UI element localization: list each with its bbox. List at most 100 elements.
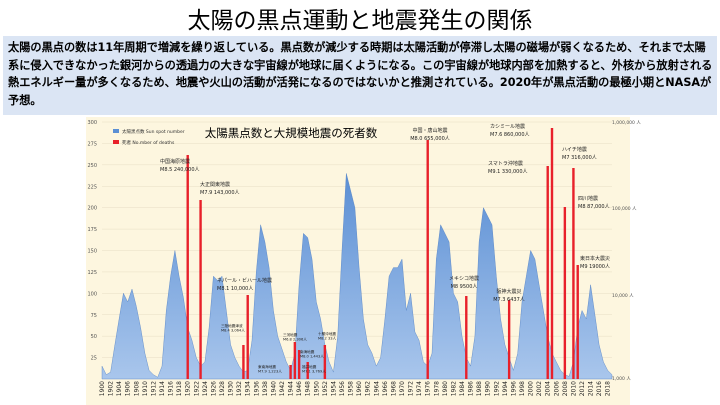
x-tick-label: 1908 xyxy=(133,381,140,396)
y-tick-label: 200 xyxy=(87,206,97,212)
x-tick-label: 1938 xyxy=(262,381,269,396)
death-bar xyxy=(293,342,297,379)
death-bars xyxy=(186,128,579,379)
y-tick-label: 50 xyxy=(91,334,97,340)
x-tick-label: 1998 xyxy=(519,381,526,396)
x-tick-label: 2016 xyxy=(596,381,603,396)
earthquake-name: ハイチ地震 xyxy=(562,146,587,153)
earthquake-name: 中国・唐山地震 xyxy=(412,127,447,134)
earthquake-detail: M8 87,000人 xyxy=(578,204,610,210)
death-bar xyxy=(186,155,189,379)
earthquake-name: 四川地震 xyxy=(578,195,598,202)
x-tick-label: 1974 xyxy=(416,381,423,396)
x-tick-label: 1978 xyxy=(433,381,440,396)
earthquake-detail: M7.3 6437人 xyxy=(493,297,525,303)
earthquake-name: 中国海原地震 xyxy=(160,158,190,165)
earthquake-name: 東日本大震災 xyxy=(580,255,610,262)
earthquake-name: メキシコ地震 xyxy=(449,275,479,282)
x-tick-label: 2000 xyxy=(528,381,535,396)
x-tick-label: 1966 xyxy=(382,381,389,396)
x-tick-label: 1940 xyxy=(270,381,277,396)
x-tick-label: 1990 xyxy=(485,381,492,396)
earthquake-detail: M7.9 143,000人 xyxy=(200,190,240,196)
x-tick-label: 1904 xyxy=(116,381,123,396)
legend-swatch-deaths xyxy=(113,140,119,144)
x-tick-label: 1984 xyxy=(459,381,466,396)
x-tick-label: 1944 xyxy=(288,381,295,396)
x-tick-label: 1946 xyxy=(296,381,303,396)
x-tick-label: 1986 xyxy=(468,381,475,396)
sunspot-area xyxy=(101,173,613,380)
x-tick-label: 1926 xyxy=(210,381,217,396)
x-tick-label: 1952 xyxy=(322,381,329,396)
death-bar xyxy=(426,140,429,379)
earthquake-detail: M8.1 10,000人 xyxy=(217,286,253,292)
x-tick-label: 1950 xyxy=(313,381,320,396)
earthquake-detail: M8.4 3,064人 xyxy=(221,328,245,333)
x-tick-label: 1970 xyxy=(399,381,406,396)
x-tick-label: 1930 xyxy=(228,381,235,396)
earthquake-name: 十勝沖地震 xyxy=(318,331,336,336)
x-tick-label: 1920 xyxy=(185,381,192,396)
y-tick-label: 275 xyxy=(87,141,97,147)
slide-title: 太陽の黒点運動と地震発生の関係 xyxy=(187,8,533,34)
legend-swatch-sunspot xyxy=(113,129,119,133)
y-right-tick-label: 1,000 人 xyxy=(612,376,631,382)
earthquake-detail: M8.0 1,443人 xyxy=(300,354,324,359)
x-tick-label: 2006 xyxy=(553,381,560,396)
earthquake-detail: M8.2 33人 xyxy=(318,336,337,341)
x-tick-label: 1918 xyxy=(176,381,183,396)
death-bar xyxy=(306,362,309,379)
x-tick-label: 1972 xyxy=(408,381,415,396)
earthquake-detail: M8.0 655,000人 xyxy=(410,136,450,142)
description-text: 太陽の黒点の数は11年周期で増減を繰り返している。黒点数が減少する時期は太陽活動… xyxy=(8,41,713,107)
chart-title: 太陽黒点数と大規模地震の死者数 xyxy=(205,126,378,140)
x-tick-label: 1964 xyxy=(373,381,380,396)
earthquake-detail: M9 19000人 xyxy=(580,264,610,270)
earthquake-name: スマトラ沖地震 xyxy=(488,160,523,167)
death-bar xyxy=(289,365,292,379)
x-tick-label: 1982 xyxy=(450,381,457,396)
x-tick-label: 1910 xyxy=(142,381,149,396)
y-tick-label: 75 xyxy=(91,313,97,319)
earthquake-detail: M9.1 330,000人 xyxy=(488,169,528,175)
x-tick-label: 2010 xyxy=(570,381,577,396)
x-tick-label: 1976 xyxy=(425,381,432,396)
x-tick-label: 1958 xyxy=(348,381,355,396)
x-tick-label: 1954 xyxy=(330,381,337,396)
x-tick-label: 1914 xyxy=(159,381,166,396)
earthquake-detail: M8 9500人 xyxy=(451,284,478,290)
death-bar xyxy=(297,350,301,379)
death-bar xyxy=(576,265,579,379)
earthquake-name: 三河地震 xyxy=(283,332,298,337)
x-tick-label: 2002 xyxy=(536,381,543,396)
earthquake-name: 阪神大震災 xyxy=(496,288,521,295)
x-tick-label: 1902 xyxy=(108,381,115,396)
earthquake-name: 三陸地震津波 xyxy=(221,323,243,328)
x-tick-label: 1906 xyxy=(125,381,132,396)
death-bar xyxy=(242,345,245,379)
y-right-tick-label: 100,000 人 xyxy=(612,206,637,212)
death-bar xyxy=(246,295,249,379)
x-tick-label: 1912 xyxy=(150,381,157,396)
y-tick-label: 150 xyxy=(87,249,97,255)
x-tick-label: 2018 xyxy=(605,381,612,396)
x-tick-label: 1956 xyxy=(339,381,346,396)
y-right-tick-label: 1,000,000 人 xyxy=(612,120,641,126)
earthquake-name: 東南海地震 xyxy=(258,364,276,369)
x-tick-label: 1936 xyxy=(253,381,260,396)
x-tick-label: 1968 xyxy=(390,381,397,396)
earthquake-name: 大正関東地震 xyxy=(200,181,230,188)
x-tick-label: 1924 xyxy=(202,381,209,396)
chart-legend: 太陽黒点数 Sun spot number 死者 No.mber of deat… xyxy=(113,128,185,146)
earthquake-name: ネパール・ビハール地震 xyxy=(217,277,272,284)
earthquake-name: カシミール地震 xyxy=(490,123,525,130)
x-tick-label: 1992 xyxy=(493,381,500,396)
x-tick-label: 2012 xyxy=(579,381,586,396)
x-axis-ticks: 1900 1902 1904 1906 1908 1910 1912 1914 1916 1918… xyxy=(99,381,612,396)
y-tick-label: 100 xyxy=(87,291,97,297)
earthquake-detail: M7.9 1,223人 xyxy=(258,369,282,374)
earthquake-detail: M7 316,000人 xyxy=(562,155,597,161)
